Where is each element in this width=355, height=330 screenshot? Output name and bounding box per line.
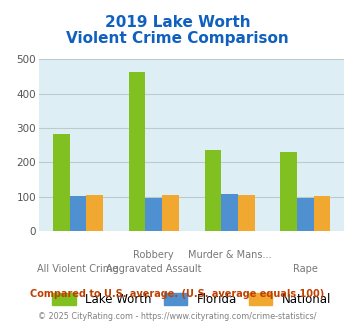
- Bar: [280, 152, 297, 231]
- Bar: [146, 198, 162, 231]
- Text: © 2025 CityRating.com - https://www.cityrating.com/crime-statistics/: © 2025 CityRating.com - https://www.city…: [38, 312, 317, 321]
- Text: Robbery: Robbery: [133, 250, 174, 260]
- Bar: [129, 72, 146, 231]
- Text: Compared to U.S. average. (U.S. average equals 100): Compared to U.S. average. (U.S. average …: [31, 289, 324, 299]
- Bar: [221, 194, 238, 231]
- Legend: Lake Worth, Florida, National: Lake Worth, Florida, National: [48, 288, 336, 311]
- Bar: [70, 196, 86, 231]
- Text: All Violent Crime: All Violent Crime: [37, 264, 119, 274]
- Bar: [204, 150, 221, 231]
- Text: Aggravated Assault: Aggravated Assault: [106, 264, 202, 274]
- Text: 2019 Lake Worth: 2019 Lake Worth: [105, 15, 250, 30]
- Text: Violent Crime Comparison: Violent Crime Comparison: [66, 31, 289, 46]
- Text: Murder & Mans...: Murder & Mans...: [188, 250, 271, 260]
- Text: Rape: Rape: [293, 264, 318, 274]
- Bar: [238, 195, 255, 231]
- Bar: [314, 196, 331, 231]
- Bar: [86, 195, 103, 231]
- Bar: [53, 134, 70, 231]
- Bar: [162, 195, 179, 231]
- Bar: [297, 198, 314, 231]
